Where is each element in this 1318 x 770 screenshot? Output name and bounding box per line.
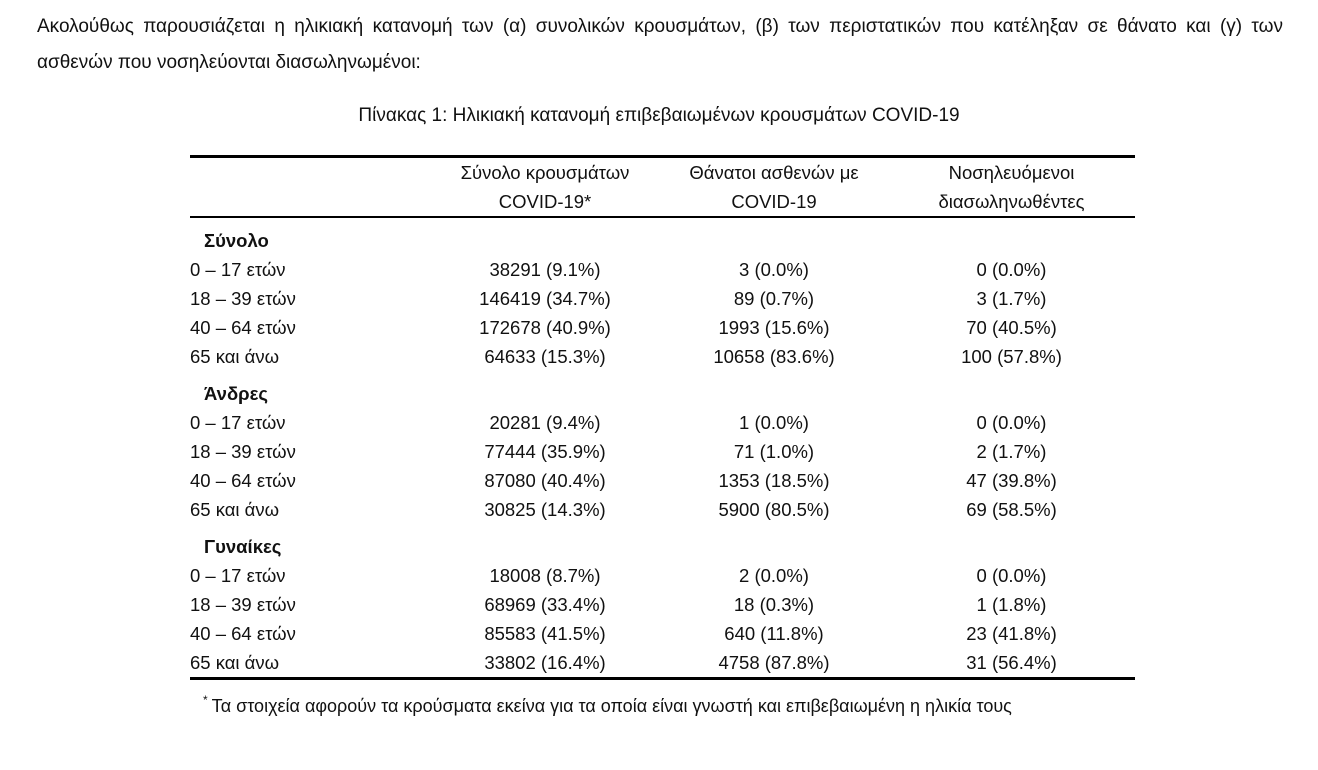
cell-intubated: 1 (1.8%)	[976, 594, 1047, 615]
age-group-label: 0 – 17 ετών	[190, 412, 286, 433]
table-section-row: Άνδρες	[190, 371, 1135, 408]
column-header-intubated: Νοσηλευόμενοι διασωληνωθέντες	[888, 158, 1135, 218]
cell-intubated: 2 (1.7%)	[976, 441, 1047, 462]
cell-intubated: 31 (56.4%)	[966, 652, 1057, 673]
age-distribution-table: Σύνολο κρουσμάτων COVID-19* Θάνατοι ασθε…	[190, 158, 1135, 677]
cell-cases: 20281 (9.4%)	[489, 412, 601, 433]
cell-deaths: 18 (0.3%)	[733, 594, 815, 615]
table-top-rule	[190, 155, 1135, 158]
table-row: 0 – 17 ετών 38291 (9.1%) 3 (0.0%) 0 (0.0%)	[190, 255, 1135, 284]
cell-cases: 33802 (16.4%)	[484, 652, 606, 673]
cell-cases: 85583 (41.5%)	[484, 623, 606, 644]
footnote-text: Τα στοιχεία αφορούν τα κρούσματα εκείνα …	[211, 696, 1012, 716]
intro-line: Ακολούθως παρουσιάζεται η ηλικιακή καταν…	[37, 16, 1283, 37]
cell-intubated: 3 (1.7%)	[976, 288, 1047, 309]
table-section-row: Γυναίκες	[190, 524, 1135, 561]
cell-deaths: 4758 (87.8%)	[718, 652, 830, 673]
cell-intubated: 0 (0.0%)	[976, 259, 1047, 280]
table-row: 65 και άνω 64633 (15.3%) 10658 (83.6%) 100 …	[190, 342, 1135, 371]
table-container: Σύνολο κρουσμάτων COVID-19* Θάνατοι ασθε…	[190, 155, 1135, 718]
table-row: 65 και άνω 33802 (16.4%) 4758 (87.8%) 31 (5…	[190, 648, 1135, 677]
cell-intubated: 100 (57.8%)	[961, 346, 1062, 367]
section-label: Σύνολο	[204, 230, 269, 251]
cell-cases: 87080 (40.4%)	[484, 470, 606, 491]
cell-deaths: 10658 (83.6%)	[713, 346, 835, 367]
cell-deaths: 1993 (15.6%)	[718, 317, 830, 338]
column-header-deaths: Θάνατοι ασθενών με COVID-19	[660, 158, 888, 218]
age-group-label: 0 – 17 ετών	[190, 565, 286, 586]
cell-intubated: 0 (0.0%)	[976, 412, 1047, 433]
table-header-row: Σύνολο κρουσμάτων COVID-19* Θάνατοι ασθε…	[190, 158, 1135, 218]
age-group-label: 65 και άνω	[190, 652, 280, 673]
cell-intubated: 69 (58.5%)	[966, 499, 1057, 520]
table-row: 65 και άνω 30825 (14.3%) 5900 (80.5%) 69 (5…	[190, 495, 1135, 524]
cell-cases: 64633 (15.3%)	[484, 346, 606, 367]
intro-paragraph: Ακολούθως παρουσιάζεται η ηλικιακή καταν…	[37, 9, 1283, 81]
cell-deaths: 5900 (80.5%)	[718, 499, 830, 520]
table-header: Σύνολο κρουσμάτων COVID-19* Θάνατοι ασθε…	[190, 158, 1135, 218]
table-row: 40 – 64 ετών 87080 (40.4%) 1353 (18.5%) 47 …	[190, 466, 1135, 495]
table-body: Σύνολο 0 – 17 ετών 38291 (9.1%) 3 (0.0%) 0 (…	[190, 217, 1135, 677]
cell-cases: 18008 (8.7%)	[489, 565, 601, 586]
cell-deaths: 71 (1.0%)	[733, 441, 815, 462]
cell-deaths: 1 (0.0%)	[739, 412, 809, 433]
table-row: 0 – 17 ετών 20281 (9.4%) 1 (0.0%) 0 (0.0%)	[190, 408, 1135, 437]
column-header-line: Νοσηλευόμενοι	[948, 162, 1075, 183]
age-group-label: 65 και άνω	[190, 499, 280, 520]
age-group-label: 40 – 64 ετών	[190, 470, 296, 491]
table-section-row: Σύνολο	[190, 217, 1135, 255]
section-label: Άνδρες	[204, 383, 269, 404]
table-bottom-rule	[190, 677, 1135, 680]
age-group-label: 40 – 64 ετών	[190, 317, 296, 338]
age-group-label: 18 – 39 ετών	[190, 594, 296, 615]
age-group-label: 18 – 39 ετών	[190, 288, 296, 309]
cell-cases: 30825 (14.3%)	[484, 499, 606, 520]
column-header-line: Θάνατοι ασθενών με	[689, 162, 859, 183]
cell-cases: 77444 (35.9%)	[484, 441, 606, 462]
age-group-label: 18 – 39 ετών	[190, 441, 296, 462]
cell-intubated: 47 (39.8%)	[966, 470, 1057, 491]
table-corner-cell	[190, 158, 430, 218]
cell-cases: 172678 (40.9%)	[479, 317, 611, 338]
cell-deaths: 640 (11.8%)	[724, 623, 824, 644]
table-row: 0 – 17 ετών 18008 (8.7%) 2 (0.0%) 0 (0.0%)	[190, 561, 1135, 590]
column-header-line: COVID-19	[731, 191, 817, 212]
age-group-label: 40 – 64 ετών	[190, 623, 296, 644]
age-group-label: 0 – 17 ετών	[190, 259, 286, 280]
table-caption: Πίνακας 1: Ηλικιακή κατανομή επιβεβαιωμέ…	[358, 105, 960, 126]
column-header-line: διασωληνωθέντες	[938, 191, 1085, 212]
column-header-line: COVID-19*	[498, 191, 592, 212]
footnote-marker: *	[203, 693, 208, 707]
cell-deaths: 1353 (18.5%)	[718, 470, 830, 491]
cell-cases: 68969 (33.4%)	[484, 594, 606, 615]
table-row: 18 – 39 ετών 146419 (34.7%) 89 (0.7%) 3 (1.…	[190, 284, 1135, 313]
cell-intubated: 70 (40.5%)	[966, 317, 1057, 338]
table-row: 40 – 64 ετών 85583 (41.5%) 640 (11.8%) 23 (…	[190, 619, 1135, 648]
table-row: 18 – 39 ετών 77444 (35.9%) 71 (1.0%) 2 (1.7…	[190, 437, 1135, 466]
cell-cases: 38291 (9.1%)	[489, 259, 601, 280]
intro-line: ασθενών που νοσηλεύονται διασωληνωμένοι:	[37, 52, 421, 73]
section-label: Γυναίκες	[204, 536, 282, 557]
table-row: 40 – 64 ετών 172678 (40.9%) 1993 (15.6%) 70…	[190, 313, 1135, 342]
cell-deaths: 3 (0.0%)	[739, 259, 809, 280]
age-group-label: 65 και άνω	[190, 346, 280, 367]
table-footnote: * Τα στοιχεία αφορούν τα κρούσματα εκείνα…	[190, 689, 1135, 718]
column-header-cases: Σύνολο κρουσμάτων COVID-19*	[430, 158, 660, 218]
table-row: 18 – 39 ετών 68969 (33.4%) 18 (0.3%) 1 (1.8…	[190, 590, 1135, 619]
cell-intubated: 23 (41.8%)	[966, 623, 1057, 644]
cell-deaths: 2 (0.0%)	[739, 565, 809, 586]
cell-cases: 146419 (34.7%)	[479, 288, 611, 309]
column-header-line: Σύνολο κρουσμάτων	[460, 162, 630, 183]
cell-intubated: 0 (0.0%)	[976, 565, 1047, 586]
cell-deaths: 89 (0.7%)	[733, 288, 815, 309]
